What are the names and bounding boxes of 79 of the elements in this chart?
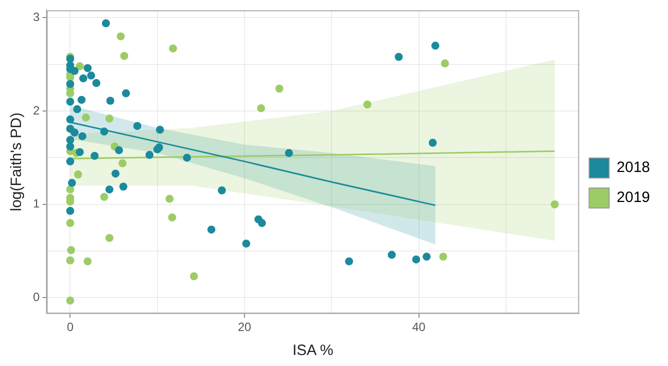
point [66,185,74,194]
point [105,234,114,242]
point [66,219,74,228]
x-tick-label: 20 [238,320,252,334]
point [78,132,86,140]
point [82,114,90,122]
point [100,192,108,201]
point [92,79,100,88]
x-tick-label: 40 [412,320,426,334]
point [431,42,440,50]
point [394,52,403,61]
point [66,115,74,124]
point [169,44,178,52]
point [218,186,226,194]
point [146,150,154,159]
y-tick-label: 3 [32,10,40,24]
point [106,96,114,105]
point [70,66,79,75]
point [550,200,559,208]
point [207,226,216,234]
point [120,52,128,60]
point [74,170,82,179]
point [84,257,92,266]
point [76,148,84,156]
point [66,206,74,215]
legend-label: 2018 [616,159,650,176]
point [68,178,76,187]
point [156,126,164,134]
point [84,64,92,72]
point [440,59,449,68]
x-tick-label: 0 [66,320,74,334]
point [275,84,284,93]
point [66,142,74,150]
point [284,149,293,158]
point [78,96,86,104]
point [66,98,74,106]
y-axis-title: log(Faith's PD) [8,112,26,212]
y-tick-label: 1 [32,196,40,211]
point [119,182,128,191]
point [102,19,110,28]
point [116,32,125,40]
point [242,240,250,248]
point [105,185,114,194]
point [428,138,437,147]
point [87,72,96,80]
point [115,146,124,154]
point [79,74,88,82]
point [345,257,354,266]
y-tick-label: 0 [32,290,40,304]
point [66,256,74,264]
point [182,154,191,162]
point [66,80,74,88]
point [257,104,266,112]
point [412,255,420,264]
point [105,114,114,122]
point [122,89,130,98]
point [166,194,174,203]
legend-label: 2019 [616,189,650,206]
point [67,246,76,254]
x-axis-title: ISA % [292,342,334,360]
y-tick-label: 2 [32,103,40,118]
point [422,252,431,261]
point [190,272,198,280]
point [100,128,108,136]
point [388,250,396,259]
point [90,152,99,160]
point [133,122,142,130]
point [70,128,79,136]
point [66,136,74,144]
point [66,157,74,166]
point [76,62,84,70]
point [66,296,74,305]
point [118,159,126,168]
point [73,105,82,114]
point [439,252,448,261]
point [168,213,176,222]
point [258,219,266,228]
point [363,100,372,108]
point [112,170,120,178]
